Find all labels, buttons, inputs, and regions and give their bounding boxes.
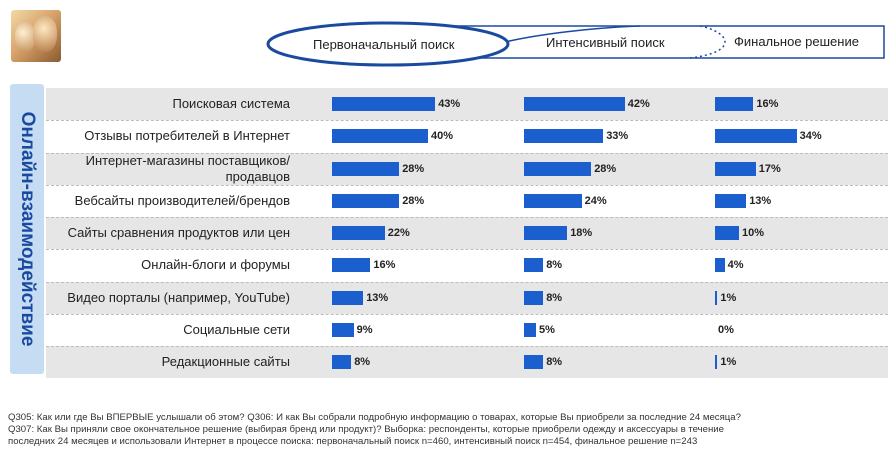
group-label-text: Онлайн-взаимодействие — [16, 112, 38, 347]
category-label-line: Социальные сети — [46, 322, 290, 338]
bar — [332, 97, 435, 111]
category-label-line: Онлайн-блоги и форумы — [46, 257, 290, 273]
bar — [332, 258, 370, 272]
data-label: 1% — [720, 355, 736, 369]
footnote-line: Q307: Как Вы приняли свое окончательное … — [8, 424, 888, 436]
data-label: 10% — [742, 226, 764, 240]
funnel-divider — [690, 26, 725, 58]
category-label: Интернет-магазины поставщиков/продавцов — [46, 153, 290, 185]
data-label: 8% — [546, 258, 562, 272]
bar — [715, 355, 717, 369]
bar — [332, 291, 363, 305]
row-separator — [46, 346, 888, 347]
category-label: Поисковая система — [46, 96, 290, 112]
bar — [524, 291, 543, 305]
category-label-line: Вебсайты производителей/брендов — [46, 193, 290, 209]
data-label: 16% — [373, 258, 395, 272]
data-label: 4% — [728, 258, 744, 272]
data-label: 9% — [357, 323, 373, 337]
bar — [332, 194, 399, 208]
stage-label-initial: Первоначальный поиск — [313, 37, 454, 52]
category-label-line: продавцов — [46, 169, 290, 185]
data-label: 17% — [759, 162, 781, 176]
category-label-line: Интернет-магазины поставщиков/ — [46, 153, 290, 169]
category-label: Вебсайты производителей/брендов — [46, 193, 290, 209]
category-label-line: Видео порталы (например, YouTube) — [46, 290, 290, 306]
row-separator — [46, 217, 888, 218]
data-label: 8% — [546, 291, 562, 305]
data-label: 28% — [402, 162, 424, 176]
data-label: 8% — [354, 355, 370, 369]
category-label: Онлайн-блоги и форумы — [46, 257, 290, 273]
bar — [524, 162, 591, 176]
footnote: Q305: Как или где Вы ВПЕРВЫЕ услышали об… — [8, 412, 888, 448]
bar — [715, 97, 753, 111]
data-label: 42% — [628, 97, 650, 111]
footnote-line: последних 24 месяцев и использовали Инте… — [8, 436, 888, 448]
data-label: 28% — [594, 162, 616, 176]
category-label: Сайты сравнения продуктов или цен — [46, 225, 290, 241]
data-label: 28% — [402, 194, 424, 208]
data-label: 0% — [718, 323, 734, 337]
data-label: 1% — [720, 291, 736, 305]
stage-label-intensive: Интенсивный поиск — [546, 35, 665, 50]
data-label: 8% — [546, 355, 562, 369]
bar — [332, 323, 354, 337]
data-label: 22% — [388, 226, 410, 240]
row-separator — [46, 185, 888, 186]
bar — [524, 355, 543, 369]
category-label: Редакционные сайты — [46, 354, 290, 370]
bar — [715, 291, 717, 305]
footnote-line: Q305: Как или где Вы ВПЕРВЫЕ услышали об… — [8, 412, 888, 424]
bar — [332, 226, 385, 240]
data-label: 43% — [438, 97, 460, 111]
row-separator — [46, 282, 888, 283]
bar — [715, 129, 797, 143]
category-label-line: Сайты сравнения продуктов или цен — [46, 225, 290, 241]
category-label-line: Редакционные сайты — [46, 354, 290, 370]
bar — [524, 97, 625, 111]
bar — [524, 258, 543, 272]
bar — [524, 129, 603, 143]
bar — [332, 162, 399, 176]
bar — [332, 129, 428, 143]
bar — [524, 194, 582, 208]
category-label-line: Поисковая система — [46, 96, 290, 112]
category-label: Социальные сети — [46, 322, 290, 338]
category-label-line: Отзывы потребителей в Интернет — [46, 128, 290, 144]
group-label: Онлайн-взаимодействие — [10, 84, 44, 374]
bar — [332, 355, 351, 369]
data-label: 24% — [585, 194, 607, 208]
bar — [715, 258, 725, 272]
row-separator — [46, 120, 888, 121]
bar — [715, 162, 756, 176]
data-label: 18% — [570, 226, 592, 240]
data-label: 34% — [800, 129, 822, 143]
data-label: 13% — [749, 194, 771, 208]
row-separator — [46, 314, 888, 315]
stage-label-final: Финальное решение — [734, 34, 859, 49]
row-separator — [46, 249, 888, 250]
data-label: 5% — [539, 323, 555, 337]
data-label: 13% — [366, 291, 388, 305]
category-label: Отзывы потребителей в Интернет — [46, 128, 290, 144]
category-label: Видео порталы (например, YouTube) — [46, 290, 290, 306]
bar — [715, 226, 739, 240]
data-label: 40% — [431, 129, 453, 143]
data-label: 33% — [606, 129, 628, 143]
bar — [715, 194, 746, 208]
bar — [524, 226, 567, 240]
data-label: 16% — [756, 97, 778, 111]
bar — [524, 323, 536, 337]
